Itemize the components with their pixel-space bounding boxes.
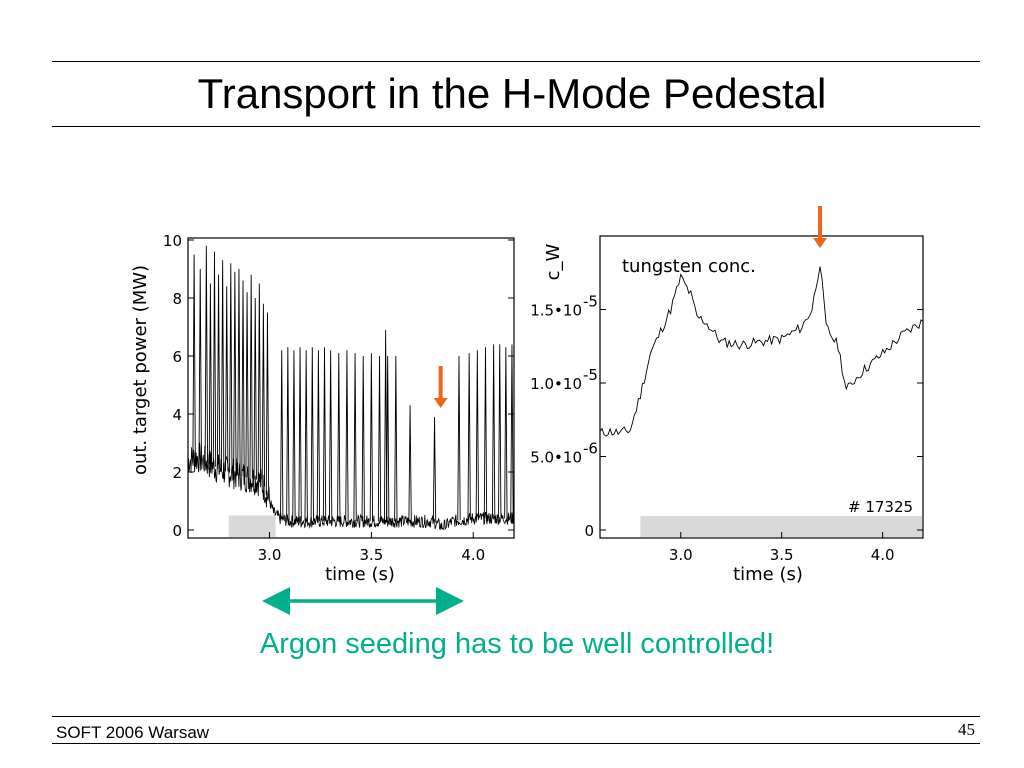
left-elm-spike — [498, 344, 502, 519]
left-elm-spike — [286, 347, 290, 521]
right-x-axis-label: time (s) — [733, 564, 803, 585]
left-elm-spike — [316, 350, 321, 522]
tungsten-annotation: tungsten conc. — [622, 256, 756, 277]
right-ytick-exponent: -5 — [583, 293, 598, 311]
left-elm-spike — [377, 355, 382, 522]
right-plot-frame — [599, 235, 924, 539]
left-elm-spike — [510, 344, 514, 519]
left-elm-spike — [328, 350, 333, 522]
left-elm-spike — [292, 350, 296, 522]
left-ytick-label: 10 — [163, 232, 182, 250]
left-elm-spike — [298, 347, 302, 522]
left-elm-spike — [322, 347, 327, 522]
left-elm-spike — [491, 344, 496, 519]
right-xtick-label: 3.5 — [770, 546, 794, 564]
left-elm-spike — [353, 353, 357, 522]
left-elm-spike — [369, 353, 374, 522]
argon-seeding-caption: Argon seeding has to be well controlled! — [259, 628, 775, 660]
left-elm-spike — [253, 297, 257, 480]
left-x-axis-label: time (s) — [325, 564, 395, 585]
right-ytick-label: 5.0•10 — [530, 449, 582, 467]
left-ytick-label: 6 — [172, 348, 182, 366]
left-chart: 0 2 4 6 8 10 3.0 3.5 4.0 out. target power (MW)… — [130, 232, 515, 585]
footer-rule-top — [52, 716, 980, 717]
right-y-axis-label: c_W — [543, 243, 564, 280]
right-ytick-exponent: -5 — [583, 366, 598, 384]
left-ytick-label: 4 — [172, 406, 182, 424]
left-elm-spike — [233, 271, 237, 474]
left-elm-spike — [394, 355, 398, 522]
left-elm-spike — [225, 286, 229, 472]
left-elm-spike — [237, 268, 241, 475]
left-y-axis-label: out. target power (MW) — [130, 265, 151, 475]
right-series-line — [599, 266, 924, 437]
left-elm-spike — [432, 416, 437, 523]
left-xtick-label: 3.0 — [258, 546, 282, 564]
left-elm-spike — [475, 350, 479, 519]
left-elm-spike — [241, 280, 245, 477]
left-elm-spike — [198, 268, 202, 459]
left-elm-spike — [249, 274, 253, 479]
left-elm-spike — [361, 355, 365, 522]
right-xtick-label: 4.0 — [871, 546, 895, 564]
left-elm-spike — [467, 353, 471, 519]
left-ytick-label: 8 — [172, 290, 182, 308]
left-shaded-interval — [228, 515, 276, 537]
left-elm-spike — [457, 355, 461, 521]
left-elm-spike — [310, 347, 314, 522]
right-xtick-label: 3.0 — [669, 546, 693, 564]
right-ytick-label: 1.0•10 — [530, 375, 582, 393]
title-underline — [52, 126, 980, 127]
shot-number-label: # 17325 — [848, 498, 913, 516]
left-elm-spike — [337, 353, 341, 522]
left-elm-spike — [345, 350, 349, 522]
left-elm-spike — [229, 263, 233, 473]
left-elm-spike — [483, 347, 488, 519]
right-ytick-label: 1.5•10 — [530, 302, 582, 320]
left-elm-spike — [245, 292, 249, 478]
left-elm-spike — [216, 274, 221, 470]
left-xtick-label: 3.5 — [359, 546, 383, 564]
left-series-line — [187, 442, 515, 531]
top-rule — [52, 61, 980, 62]
left-elm-spike — [408, 405, 412, 522]
left-elm-spike — [304, 350, 308, 522]
left-elm-spike — [265, 312, 270, 496]
right-ytick-exponent: -6 — [583, 440, 598, 458]
left-elm-spike — [208, 283, 213, 465]
right-ytick-label: 0 — [584, 522, 594, 540]
left-xtick-label: 4.0 — [461, 546, 485, 564]
footer-rule-bottom — [52, 743, 980, 744]
left-elm-spike — [212, 251, 217, 467]
footer-conference: SOFT 2006 Warsaw — [56, 723, 210, 742]
right-shaded-interval — [640, 516, 922, 537]
left-elm-spike — [257, 283, 261, 481]
right-marker-arrow-head — [813, 238, 828, 248]
right-chart: 05.0•10 -61.0•10 -51.5•10 -5 3.0 3.5 4.0 c_W … — [530, 206, 924, 585]
left-elm-spike — [261, 303, 266, 487]
left-plot-frame — [187, 237, 515, 539]
left-elm-spike — [220, 260, 225, 471]
left-elm-spike — [383, 329, 388, 522]
left-elm-spike — [504, 347, 508, 519]
left-elm-spike — [192, 254, 196, 459]
slide-title: Transport in the H-Mode Pedestal — [197, 70, 827, 117]
page-number: 45 — [958, 720, 975, 739]
left-ytick-label: 0 — [172, 522, 182, 540]
left-elm-spike — [280, 350, 284, 519]
left-marker-arrow-head — [433, 398, 448, 408]
left-elm-spike — [204, 245, 208, 463]
left-ytick-label: 2 — [172, 464, 182, 482]
